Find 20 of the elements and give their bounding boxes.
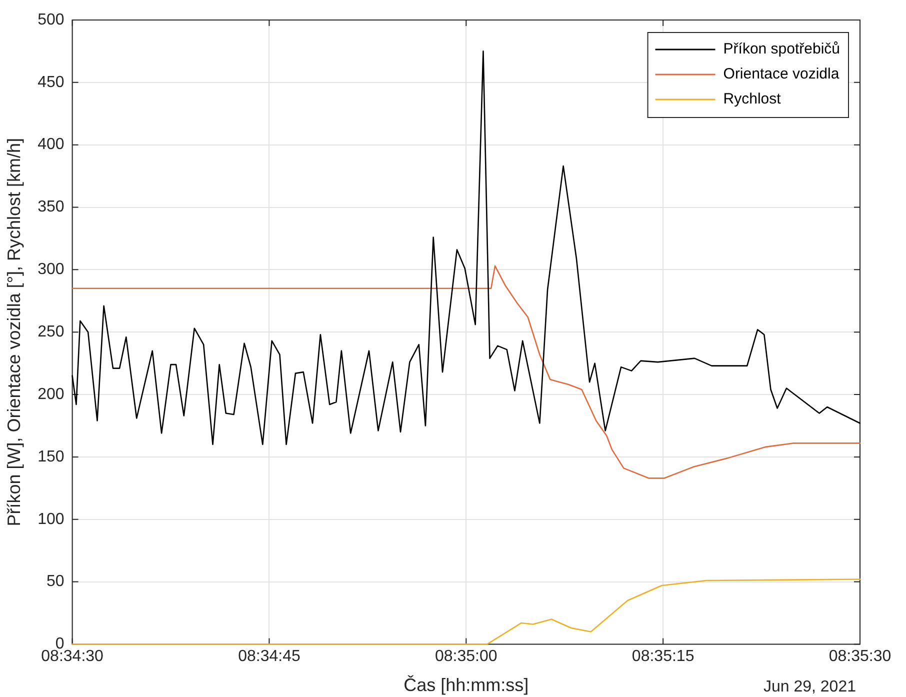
y-tick-label: 400 (38, 136, 64, 154)
x-axis-title: Čas [hh:mm:ss] (404, 675, 529, 696)
legend-label: Orientace vozidla (723, 66, 840, 83)
y-tick-label: 450 (38, 74, 64, 91)
y-tick-label: 100 (38, 510, 64, 528)
y-tick-label: 50 (46, 573, 64, 590)
y-axis-title: Příkon [W], Orientace vozidla [°], Rychlost [km/h] (4, 138, 24, 526)
x-tick-label: 08:35:15 (632, 648, 694, 666)
x-tick-label: 08:34:45 (238, 648, 300, 666)
y-tick-label: 500 (38, 11, 64, 28)
y-tick-label: 300 (38, 261, 64, 278)
text: Jun 29, 2021 (763, 678, 856, 696)
y-tick-label: 150 (38, 448, 64, 466)
legend-label: Příkon spotřebičů (723, 40, 840, 58)
x-tick-label: 08:35:30 (828, 648, 892, 666)
x-tick-label: 08:35:00 (435, 648, 498, 666)
legend-label: Rychlost (723, 90, 782, 108)
y-tick-label: 250 (38, 324, 64, 341)
y-tick-label: 350 (38, 198, 64, 216)
y-tick-label: 200 (38, 386, 64, 403)
